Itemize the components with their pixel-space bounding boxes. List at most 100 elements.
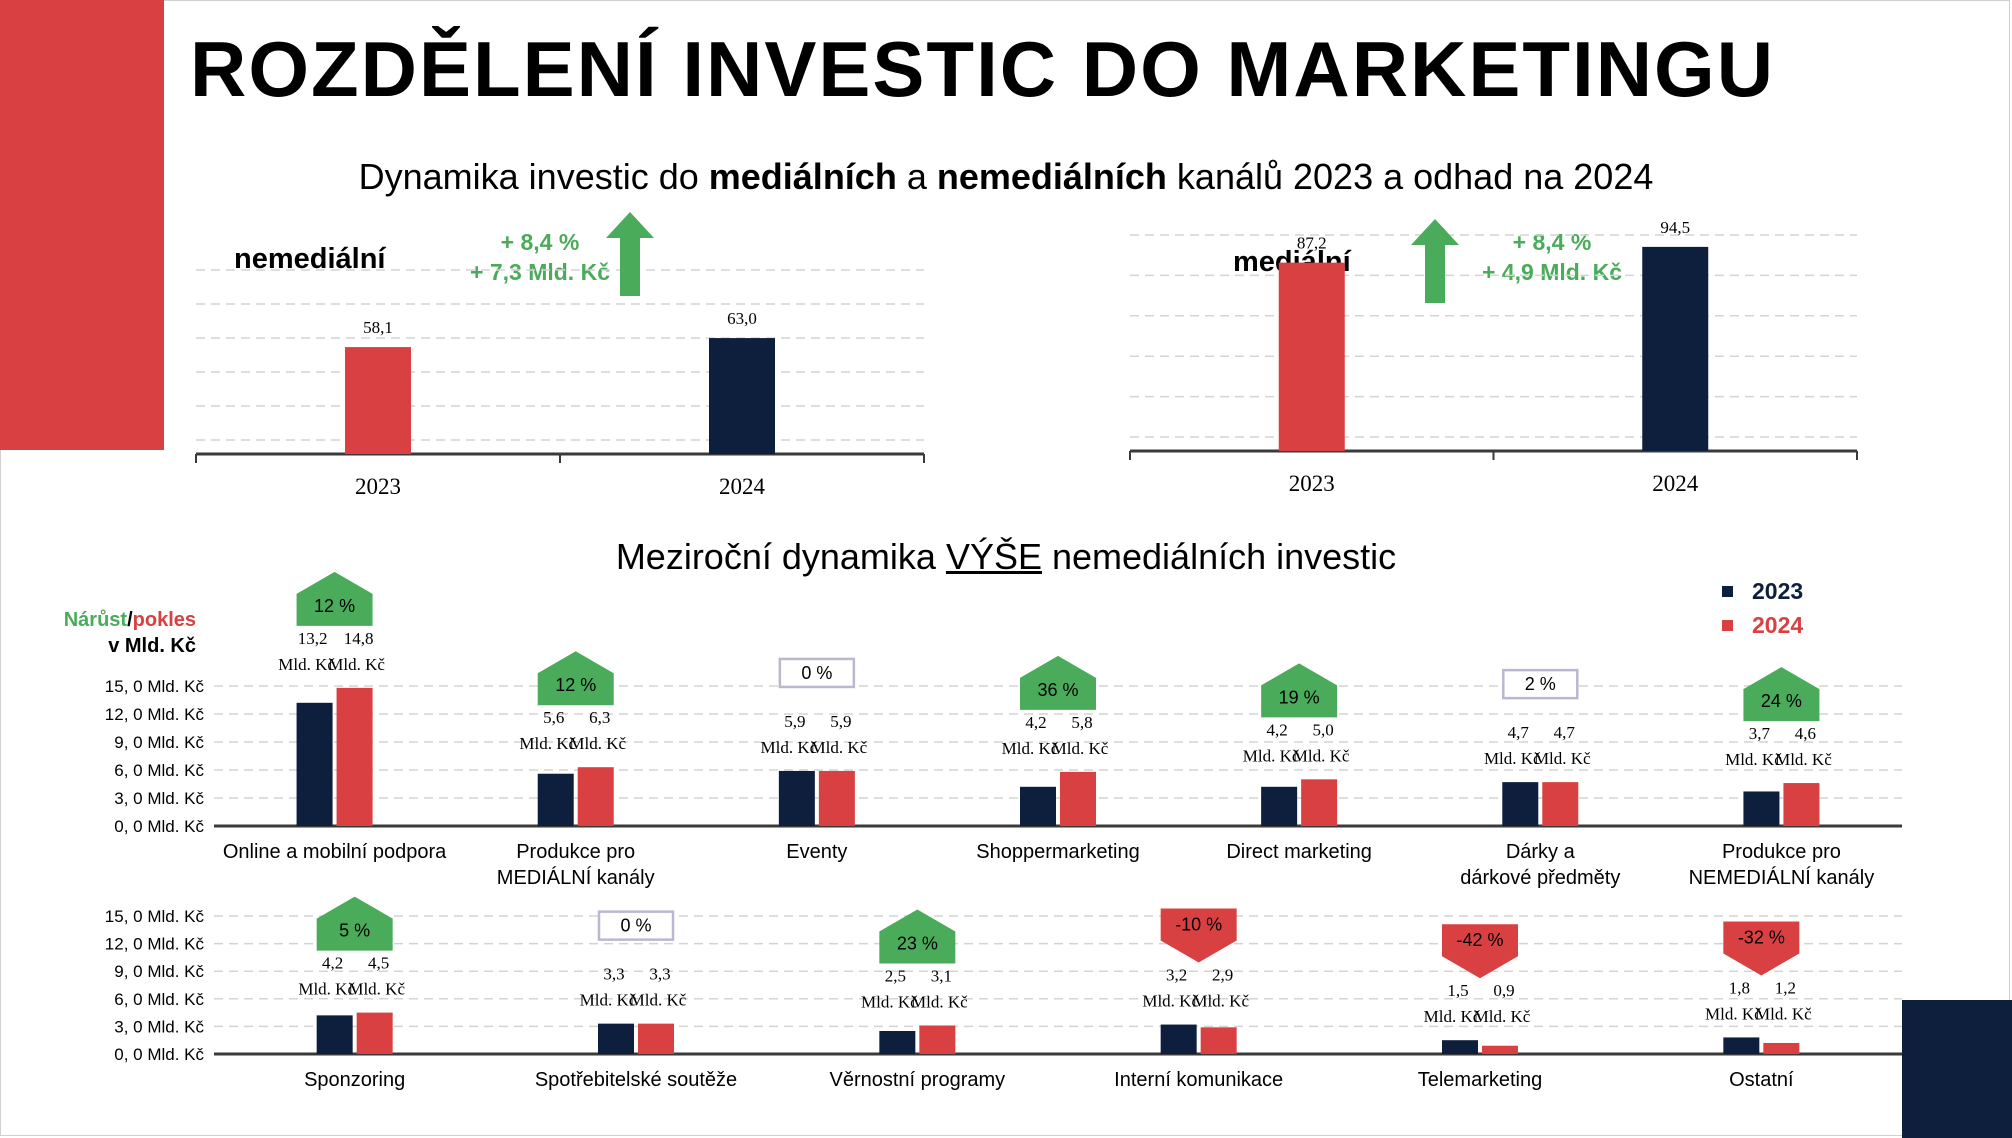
data-label-2024: 63,0	[727, 309, 757, 328]
section-title-yoy: Meziroční dynamika VÝŠE nemediálních inv…	[0, 536, 2012, 578]
data-unit-2023: Mld. Kč	[761, 738, 818, 757]
category-label: Direct marketing	[1226, 841, 1372, 863]
arrow-up-icon	[606, 212, 654, 296]
axis-caption-decline: pokles	[132, 609, 196, 631]
change-badge-up	[296, 571, 373, 626]
bar-2023	[1442, 1040, 1478, 1054]
data-label-2024: 5,8	[1071, 713, 1092, 732]
category-label-2024: 2024	[719, 474, 766, 499]
legend-item-2024: 2024	[1722, 608, 1803, 642]
category-label: Ostatní	[1729, 1069, 1794, 1091]
category-label-2023: 2023	[1289, 471, 1335, 496]
category-label: Produkce pro	[516, 841, 635, 863]
data-unit-2024: Mld. Kč	[911, 992, 968, 1011]
data-unit-2023: Mld. Kč	[298, 980, 355, 999]
bar-2023	[1278, 262, 1345, 451]
bar-chart-medialni: 87,2 2023 94,5 2024	[1129, 218, 1858, 496]
change-badge-down	[1723, 921, 1800, 976]
data-unit-2023: Mld. Kč	[1484, 749, 1541, 768]
data-label-2023: 4,2	[1267, 720, 1288, 739]
y-tick-label: 6, 0 Mld. Kč	[114, 990, 204, 1009]
data-unit-2023: Mld. Kč	[1725, 750, 1782, 769]
change-label: 19 %	[1279, 687, 1320, 707]
legend-label: 2024	[1752, 611, 1804, 638]
data-label-2023: 5,6	[543, 708, 564, 727]
change-label: 12 %	[314, 596, 355, 616]
data-unit-2023: Mld. Kč	[519, 734, 576, 753]
chart-legend: 2023 2024	[1722, 574, 1803, 642]
data-unit-2024: Mld. Kč	[811, 738, 868, 757]
subtitle2-underlined: VÝŠE	[945, 536, 1042, 577]
data-unit-2024: Mld. Kč	[1755, 1004, 1812, 1023]
change-badge-up	[1743, 667, 1820, 722]
legend-item-2023: 2023	[1722, 574, 1803, 608]
data-unit-2023: Mld. Kč	[1002, 739, 1059, 758]
subtitle-text: a	[896, 156, 937, 197]
bar-2023	[1261, 786, 1298, 826]
y-tick-label: 15, 0 Mld. Kč	[105, 907, 205, 926]
data-unit-2023: Mld. Kč	[1705, 1004, 1762, 1023]
data-unit-2024: Mld. Kč	[1293, 746, 1350, 765]
data-label-2023: 3,7	[1749, 724, 1771, 743]
data-unit-2023: Mld. Kč	[861, 992, 918, 1011]
legend-label: 2023	[1752, 577, 1804, 604]
bar-2023	[537, 773, 574, 826]
data-unit-2024: Mld. Kč	[569, 734, 626, 753]
category-label: Shoppermarketing	[976, 841, 1139, 863]
data-label-2024: 5,0	[1313, 720, 1334, 739]
y-tick-label: 0, 0 Mld. Kč	[114, 1045, 204, 1064]
data-unit-2024: Mld. Kč	[1775, 750, 1832, 769]
change-label: 24 %	[1761, 691, 1802, 711]
data-unit-2024: Mld. Kč	[348, 980, 405, 999]
change-label: -10 %	[1175, 915, 1222, 935]
data-label-2023: 58,1	[363, 318, 393, 337]
change-badge-flat	[778, 657, 856, 689]
y-tick-label: 3, 0 Mld. Kč	[114, 1017, 204, 1036]
bar-2024	[1783, 783, 1820, 826]
data-unit-2024: Mld. Kč	[1052, 739, 1109, 758]
growth-percent: + 8,4 %	[500, 229, 580, 255]
data-label-2023: 2,5	[885, 966, 906, 985]
bar-2023	[778, 770, 815, 826]
bar-2023	[296, 702, 333, 826]
navy-corner-block	[1902, 1000, 2012, 1138]
data-unit-2023: Mld. Kč	[580, 991, 637, 1010]
bar-chart-row1: 0, 0 Mld. Kč 3, 0 Mld. Kč 6, 0 Mld. Kč 9, 0…	[105, 571, 1902, 889]
data-label-2023: 87,2	[1297, 234, 1327, 253]
section-title-dynamics: Dynamika investic do mediálních a nemedi…	[0, 156, 2012, 198]
y-tick-label: 15, 0 Mld. Kč	[105, 677, 205, 696]
data-label-2023: 1,5	[1447, 981, 1468, 1000]
bar-2024	[577, 767, 614, 826]
change-label: 5 %	[339, 921, 370, 941]
bar-2024	[1542, 782, 1579, 826]
subtitle-bold-nonmedia: nemediálních	[936, 156, 1167, 197]
bar-2024	[1482, 1045, 1518, 1054]
growth-absolute: + 4,9 Mld. Kč	[1482, 259, 1622, 285]
change-badge-flat	[597, 910, 675, 941]
category-label: Sponzoring	[304, 1069, 405, 1091]
data-label-2024: 94,5	[1660, 218, 1690, 237]
data-label-2024: 4,7	[1554, 723, 1576, 742]
change-label: 0 %	[801, 663, 832, 683]
red-accent-block	[0, 0, 164, 450]
category-label: Produkce pro	[1722, 841, 1841, 863]
data-label-2024: 6,3	[589, 708, 610, 727]
data-unit-2024: Mld. Kč	[328, 655, 385, 674]
data-unit-2023: Mld. Kč	[1243, 746, 1300, 765]
arrow-up-icon	[1411, 219, 1459, 303]
y-tick-label: 9, 0 Mld. Kč	[114, 962, 204, 981]
category-label-2023: 2023	[355, 474, 401, 499]
category-label: Spotřebitelské soutěže	[535, 1069, 737, 1091]
data-label-2023: 4,2	[1025, 713, 1046, 732]
y-tick-label: 12, 0 Mld. Kč	[105, 705, 205, 724]
bar-2024	[336, 687, 373, 826]
y-tick-label: 0, 0 Mld. Kč	[114, 817, 204, 836]
page-title: ROZDĚLENÍ INVESTIC DO MARKETINGU	[190, 25, 1776, 113]
category-label: Věrnostní programy	[830, 1069, 1006, 1091]
